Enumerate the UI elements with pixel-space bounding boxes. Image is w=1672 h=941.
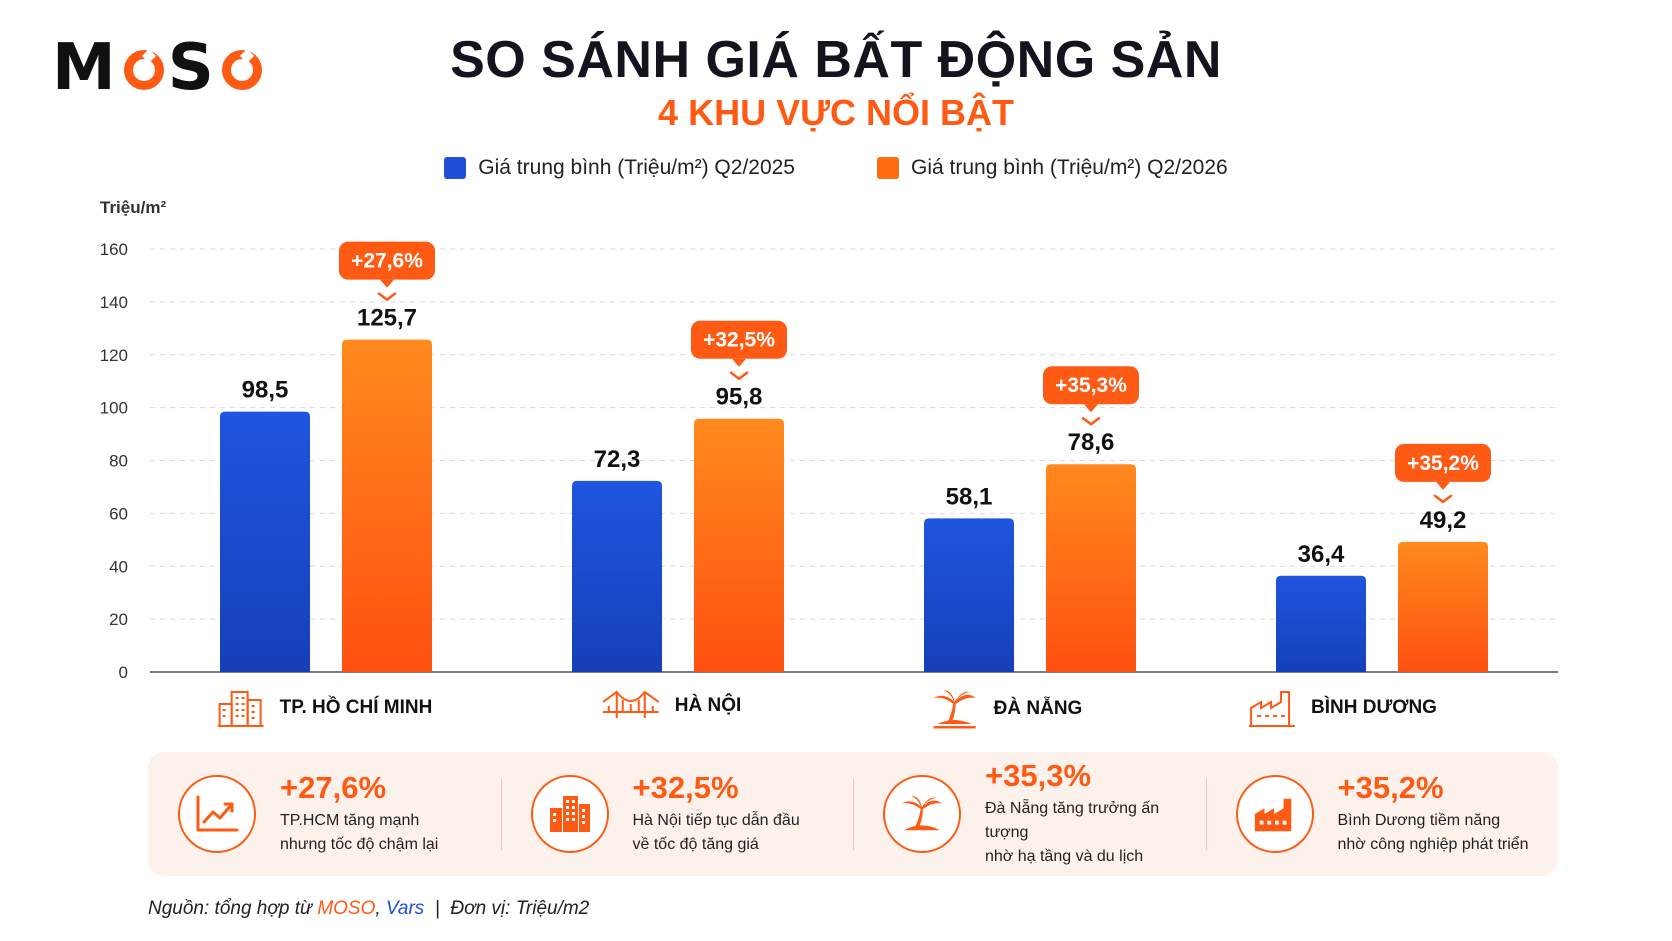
source-vars: Vars — [385, 898, 425, 919]
card-icon-wrap — [530, 775, 609, 853]
source-prefix: Nguồn: tổng hợp từ — [148, 898, 318, 919]
trend-up-icon — [196, 795, 239, 832]
summary-desc-line: về tốc độ tăng giá — [632, 836, 759, 854]
palm-island-icon — [902, 795, 942, 831]
y-tick-label: 100 — [100, 399, 128, 418]
bar-value-label: 58,1 — [946, 483, 993, 510]
legend-item-2026: Giá trung bình (Triệu/m²) Q2/2026 — [877, 156, 1228, 180]
summary-desc-line: Hà Nội tiếp tục dẫn đầu — [632, 812, 800, 830]
bridge-icon — [602, 690, 659, 718]
growth-badge — [1043, 366, 1139, 405]
y-tick-label: 160 — [100, 240, 128, 259]
card-icon-wrap — [883, 775, 961, 853]
legend-label-2026: Giá trung bình (Triệu/m²) Q2/2026 — [911, 156, 1228, 179]
y-tick-label: 20 — [109, 610, 128, 629]
bar-q2-2025 — [220, 411, 310, 672]
y-tick-label: 40 — [109, 557, 128, 576]
card-icon-wrap — [1235, 775, 1314, 853]
summary-card-danang: +35,3% Đà Nẵng tăng trưởng ấn tượng nhờ h… — [853, 752, 1206, 876]
category-binhduong: BÌNH DƯƠNG — [1249, 688, 1437, 728]
summary-pct: +35,3% — [985, 757, 1092, 793]
category-label: HÀ NỘI — [674, 695, 742, 716]
legend-swatch-blue — [444, 157, 467, 179]
bar-value-label: 95,8 — [716, 384, 763, 411]
y-tick-label: 80 — [109, 452, 128, 471]
chevron-down-icon — [729, 371, 749, 381]
y-tick-label: 60 — [109, 504, 128, 523]
page-title: SO SÁNH GIÁ BẤT ĐỘNG SẢN — [450, 31, 1222, 89]
bar-q2-2026 — [342, 339, 432, 672]
y-tick-label: 120 — [100, 346, 128, 365]
summary-pct: +32,5% — [632, 769, 739, 805]
bar-q2-2026 — [1398, 541, 1488, 672]
category-hanoi: HÀ NỘI — [602, 688, 742, 724]
bar-q2-2026 — [1046, 464, 1136, 672]
bar-value-label: 36,4 — [1298, 541, 1345, 568]
palm-island-icon — [933, 690, 976, 729]
bar-value-label: 125,7 — [357, 305, 417, 332]
summary-card-hanoi: +32,5% Hà Nội tiếp tục dẫn đầu về tốc độ … — [500, 752, 854, 876]
chevron-down-icon — [1081, 416, 1101, 426]
bar-value-label: 98,5 — [242, 377, 289, 404]
summary-desc-line: TP.HCM tăng mạnh — [280, 812, 420, 830]
growth-badge-pointer — [1084, 404, 1098, 413]
y-tick-label: 140 — [100, 293, 128, 312]
bar-value-label: 49,2 — [1420, 507, 1467, 534]
bar-q2-2025 — [924, 518, 1014, 672]
bar-value-label: 78,6 — [1068, 429, 1115, 456]
growth-badge-pointer — [380, 279, 394, 288]
growth-badge-label: +35,3% — [1055, 374, 1127, 397]
source-moso: MOSO — [317, 898, 376, 919]
growth-badge — [339, 241, 435, 280]
category-danang: ĐÀ NẴNG — [932, 688, 1083, 730]
growth-badge — [1395, 443, 1491, 482]
source-comma: , — [375, 898, 386, 919]
summary-panel: +27,6% TP.HCM tăng mạnh nhưng tốc độ chậm… — [148, 752, 1558, 876]
summary-desc-line: nhưng tốc độ chậm lại — [280, 836, 439, 854]
summary-pct: +27,6% — [280, 769, 387, 805]
growth-badge-label: +35,2% — [1407, 452, 1479, 475]
summary-card-hcm: +27,6% TP.HCM tăng mạnh nhưng tốc độ chậm… — [148, 752, 501, 876]
bar-value-label: 72,3 — [594, 446, 641, 473]
summary-desc-line: nhờ công nghiệp phát triển — [1337, 836, 1529, 854]
legend-swatch-orange — [877, 157, 899, 179]
factory-icon — [1249, 691, 1296, 727]
page-subtitle: 4 KHU VỰC NỔI BẬT — [658, 92, 1014, 133]
summary-card-binhduong: +35,2% Bình Dương tiềm năng nhờ công nghi… — [1205, 752, 1559, 876]
legend-item-2025: Giá trung bình (Triệu/m²) Q2/2025 — [444, 156, 795, 180]
source-note: Nguồn: tổng hợp từ MOSO, Vars | Đơn vị: … — [148, 898, 589, 920]
summary-desc-line: Bình Dương tiềm năng — [1337, 812, 1501, 830]
legend-label-2025: Giá trung bình (Triệu/m²) Q2/2025 — [478, 156, 795, 179]
growth-badge-pointer — [1436, 481, 1450, 490]
growth-badge-pointer — [732, 358, 746, 367]
factory-icon — [1254, 798, 1291, 832]
buildings-icon — [549, 796, 590, 832]
card-icon-wrap — [178, 775, 256, 853]
chevron-down-icon — [1433, 494, 1453, 504]
bar-q2-2026 — [694, 418, 784, 672]
chevron-down-icon — [377, 292, 397, 302]
category-label: BÌNH DƯƠNG — [1311, 697, 1437, 718]
y-axis-label: Triệu/m² — [100, 198, 166, 217]
buildings-icon — [217, 691, 264, 727]
category-row: TP. HỒ CHÍ MINH HÀ NỘI ĐÀ NẴNG — [0, 688, 1672, 734]
summary-pct: +35,2% — [1337, 769, 1444, 805]
summary-desc-line: Đà Nẵng tăng trưởng ấn tượng — [985, 800, 1160, 842]
category-label: ĐÀ NẴNG — [993, 698, 1083, 719]
growth-badge-label: +27,6% — [351, 250, 423, 273]
bar-q2-2025 — [572, 480, 662, 672]
growth-badge — [691, 320, 787, 359]
chart-legend: Giá trung bình (Triệu/m²) Q2/2025 Giá tr… — [0, 156, 1672, 180]
source-unit: | Đơn vị: Triệu/m2 — [424, 898, 590, 919]
summary-desc-line: nhờ hạ tầng và du lịch — [985, 848, 1144, 866]
category-label: TP. HỒ CHÍ MINH — [279, 697, 433, 718]
bar-chart: Triệu/m² 0 20 40 60 80 100 120 140 160 98,5 125,7… — [100, 198, 1558, 682]
category-hcm: TP. HỒ CHÍ MINH — [217, 688, 433, 728]
bar-q2-2025 — [1276, 575, 1366, 672]
growth-badge-label: +32,5% — [703, 329, 775, 352]
y-tick-label: 0 — [119, 663, 128, 682]
